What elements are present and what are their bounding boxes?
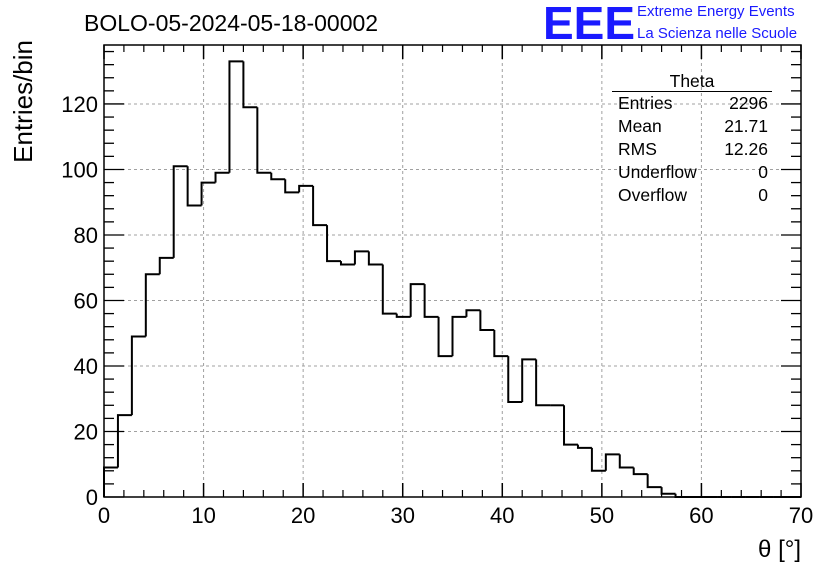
histogram-bin bbox=[256, 107, 272, 174]
y-axis-label: Entries/bin bbox=[8, 40, 38, 163]
logo-line2: La Scienza nelle Scuole bbox=[637, 25, 798, 42]
logo-mark: EEE bbox=[543, 0, 636, 49]
y-tick-label: 100 bbox=[61, 157, 98, 182]
histogram-bin bbox=[590, 447, 606, 472]
stats-label: Underflow bbox=[618, 162, 697, 182]
y-tick-label: 40 bbox=[74, 354, 98, 379]
histogram-bin bbox=[576, 444, 592, 449]
grid-lines bbox=[104, 45, 801, 497]
histogram-bin bbox=[284, 179, 300, 194]
y-tick-label: 120 bbox=[61, 92, 98, 117]
stats-label: RMS bbox=[618, 139, 657, 159]
stats-value: 0 bbox=[758, 185, 768, 205]
axis-labels: 0 10 20 30 40 50 60 70 0 20 40 60 80 100 120 θ [°] Entri… bbox=[8, 40, 813, 563]
stats-row-mean: Mean 21.71 bbox=[612, 115, 772, 138]
histogram-bin bbox=[326, 225, 341, 263]
x-tick-label: 70 bbox=[789, 503, 813, 528]
histogram-bin bbox=[353, 250, 369, 265]
logo-line1: Extreme Energy Events bbox=[637, 3, 795, 20]
x-tick-label: 30 bbox=[390, 503, 414, 528]
histogram-bin bbox=[423, 284, 439, 318]
histogram-bin bbox=[298, 184, 314, 193]
plot-frame bbox=[103, 44, 802, 498]
histogram-bin bbox=[186, 166, 202, 207]
y-tick-label: 20 bbox=[74, 419, 98, 444]
histogram-bin bbox=[507, 356, 523, 404]
x-tick-label: 50 bbox=[590, 503, 614, 528]
histogram-bin bbox=[521, 358, 537, 403]
histogram-bin bbox=[103, 466, 118, 497]
histogram-bin bbox=[270, 172, 286, 181]
histogram-bin bbox=[618, 454, 634, 469]
stats-value: 21.71 bbox=[724, 116, 768, 136]
histogram-bin bbox=[604, 453, 620, 471]
stats-label: Overflow bbox=[618, 185, 688, 205]
histogram-bin bbox=[563, 405, 578, 446]
histogram-bin bbox=[437, 316, 453, 358]
histogram-bin bbox=[172, 165, 188, 258]
histogram-bin bbox=[493, 329, 509, 358]
histogram-bin bbox=[116, 414, 132, 468]
histogram-bin bbox=[646, 474, 662, 489]
stats-label: Mean bbox=[618, 116, 662, 136]
chart-title: BOLO-05-2024-05-18-00002 bbox=[84, 10, 379, 36]
histogram-bin bbox=[479, 310, 495, 331]
histogram-bin bbox=[242, 61, 258, 109]
axis-ticks bbox=[103, 45, 802, 498]
histogram-bin bbox=[660, 487, 676, 495]
histogram-bin bbox=[395, 313, 411, 318]
stats-label: Entries bbox=[618, 93, 673, 113]
y-tick-label: 80 bbox=[74, 223, 98, 248]
x-tick-label: 40 bbox=[490, 503, 514, 528]
y-tick-label: 0 bbox=[86, 485, 98, 510]
x-tick-label: 20 bbox=[291, 503, 315, 528]
stats-title: Theta bbox=[612, 72, 772, 92]
histogram-bin bbox=[228, 60, 244, 173]
x-tick-label: 10 bbox=[191, 503, 215, 528]
y-tick-label: 60 bbox=[74, 288, 98, 313]
stats-box: Theta Entries 2296 Mean 21.71 RMS 12.26 … bbox=[612, 72, 772, 207]
x-tick-label: 0 bbox=[98, 503, 110, 528]
stats-value: 0 bbox=[758, 162, 768, 182]
histogram-bin bbox=[339, 261, 355, 266]
histogram-bin bbox=[632, 467, 648, 476]
stats-row-entries: Entries 2296 bbox=[612, 92, 772, 115]
histogram-bin bbox=[409, 283, 425, 317]
histogram-bin bbox=[214, 171, 230, 183]
stats-value: 12.26 bbox=[724, 139, 768, 159]
stats-row-overflow: Overflow 0 bbox=[612, 184, 772, 207]
histogram-bin bbox=[200, 181, 216, 206]
histogram-bin bbox=[535, 359, 551, 407]
axes bbox=[103, 44, 802, 498]
histogram-bin bbox=[130, 335, 146, 416]
stats-row-rms: RMS 12.26 bbox=[612, 138, 772, 161]
stats-value: 2296 bbox=[729, 93, 768, 113]
histogram-bin bbox=[312, 185, 328, 227]
histogram-bin bbox=[367, 251, 383, 266]
histogram-bin bbox=[465, 309, 481, 317]
histogram-bin bbox=[158, 256, 174, 275]
x-tick-label: 60 bbox=[689, 503, 713, 528]
stats-row-underflow: Underflow 0 bbox=[612, 161, 772, 184]
histogram-bin bbox=[144, 273, 160, 337]
histogram-bin bbox=[381, 264, 397, 315]
x-axis-label: θ [°] bbox=[758, 536, 801, 563]
histogram-bin bbox=[451, 315, 467, 357]
